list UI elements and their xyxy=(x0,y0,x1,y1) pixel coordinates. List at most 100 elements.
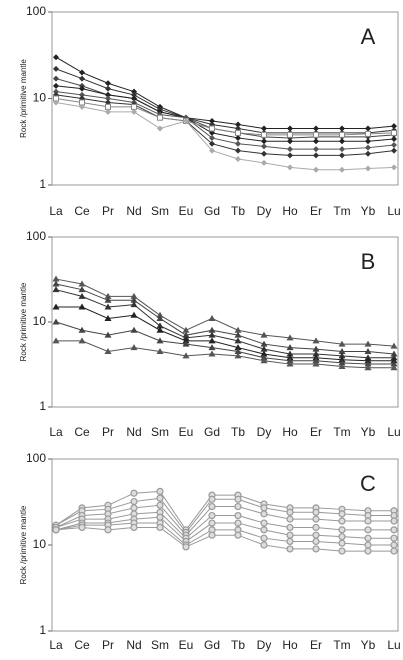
marker xyxy=(104,296,112,303)
marker xyxy=(364,347,372,354)
marker xyxy=(156,322,164,329)
series-line xyxy=(56,306,394,362)
marker xyxy=(313,138,319,145)
series-line xyxy=(55,101,395,171)
marker xyxy=(104,526,112,534)
series-line xyxy=(55,504,394,536)
marker xyxy=(156,337,164,344)
marker xyxy=(364,364,372,371)
y-axis-label: Rock /primitive mantle xyxy=(19,282,28,361)
marker xyxy=(260,541,268,549)
x-tick-label: Ho xyxy=(282,638,298,652)
marker xyxy=(391,123,397,130)
marker xyxy=(339,152,345,159)
marker xyxy=(156,311,164,318)
marker xyxy=(313,125,319,132)
marker xyxy=(260,534,268,542)
marker xyxy=(130,523,138,532)
marker xyxy=(156,494,164,502)
series-line xyxy=(55,497,394,534)
marker xyxy=(286,531,294,539)
marker xyxy=(338,340,346,347)
marker xyxy=(391,129,397,136)
marker xyxy=(105,108,111,115)
marker xyxy=(234,519,242,527)
y-tick-label: 1 xyxy=(39,177,46,191)
marker xyxy=(208,331,216,338)
marker xyxy=(391,164,397,171)
marker xyxy=(260,519,268,527)
marker xyxy=(235,134,241,141)
x-tick-label: Tm xyxy=(333,204,350,218)
marker xyxy=(105,95,111,102)
marker xyxy=(313,166,319,173)
x-tick-label: Eu xyxy=(179,204,194,218)
marker xyxy=(53,99,59,106)
x-tick-label: Pr xyxy=(102,204,114,218)
series-line xyxy=(55,516,394,543)
y-axis-label: Rock /primitive mantle xyxy=(19,505,28,584)
series-line xyxy=(55,278,395,347)
marker xyxy=(131,95,137,102)
marker xyxy=(364,526,372,534)
marker xyxy=(391,142,397,149)
marker xyxy=(312,537,320,546)
marker xyxy=(339,138,345,145)
marker xyxy=(313,146,319,153)
marker xyxy=(338,526,346,534)
marker xyxy=(208,344,216,351)
marker xyxy=(79,91,85,98)
marker xyxy=(338,517,346,525)
marker xyxy=(260,526,268,534)
marker xyxy=(104,347,112,354)
marker xyxy=(182,543,190,551)
x-tick-label: Tb xyxy=(231,204,245,218)
marker xyxy=(339,131,345,138)
marker xyxy=(339,125,345,132)
marker xyxy=(312,360,320,367)
marker xyxy=(209,140,215,147)
marker xyxy=(234,352,242,359)
x-tick-label: Er xyxy=(310,425,322,439)
x-tick-label: Dy xyxy=(257,425,272,439)
x-tick-label: Sm xyxy=(151,425,169,439)
marker xyxy=(260,510,268,518)
marker xyxy=(287,146,293,153)
marker xyxy=(53,65,59,72)
x-tick-label: Ho xyxy=(282,204,298,218)
marker xyxy=(364,547,372,555)
marker xyxy=(105,80,111,87)
marker xyxy=(130,292,138,299)
marker xyxy=(79,69,85,76)
x-tick-label: Er xyxy=(310,638,322,652)
x-tick-label: Yb xyxy=(361,638,376,652)
marker xyxy=(365,165,371,172)
marker xyxy=(261,138,267,145)
marker xyxy=(286,350,294,357)
marker xyxy=(338,347,346,354)
marker xyxy=(78,337,86,344)
marker xyxy=(286,354,294,361)
marker xyxy=(53,54,59,61)
marker xyxy=(78,303,86,310)
series-line xyxy=(55,511,394,539)
marker xyxy=(339,166,345,173)
marker xyxy=(208,326,216,333)
marker xyxy=(130,489,138,497)
marker xyxy=(365,144,371,151)
marker xyxy=(313,131,319,138)
x-tick-label: Sm xyxy=(151,204,169,218)
marker xyxy=(364,354,372,361)
marker xyxy=(365,138,371,145)
marker xyxy=(156,513,164,521)
marker xyxy=(312,337,320,344)
y-tick-label: 10 xyxy=(33,537,47,551)
x-tick-label: Er xyxy=(310,204,322,218)
x-tick-label: Tm xyxy=(333,638,350,652)
marker xyxy=(105,103,111,110)
marker xyxy=(156,326,164,333)
marker xyxy=(312,345,320,352)
marker xyxy=(234,502,242,511)
marker xyxy=(338,533,346,541)
marker xyxy=(183,117,189,124)
